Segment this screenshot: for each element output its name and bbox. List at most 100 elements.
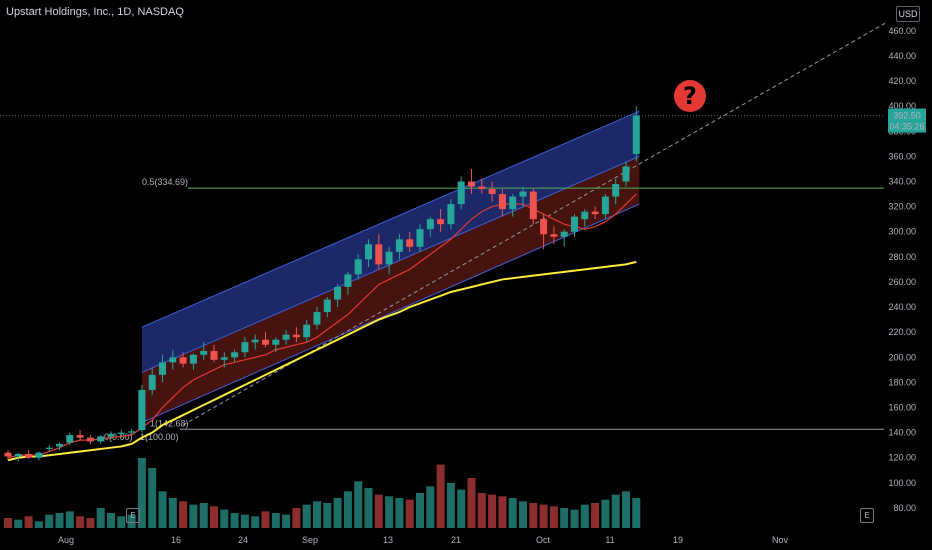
earnings-marker-button[interactable]: E	[860, 508, 874, 523]
candle-body	[406, 239, 414, 247]
candle-body	[581, 211, 589, 220]
x-tick-label: Aug	[58, 535, 74, 545]
candle-body	[107, 433, 115, 437]
volume-bar	[343, 491, 352, 528]
candle-body	[354, 259, 362, 275]
candle-body	[128, 431, 136, 433]
candle-body	[385, 251, 393, 265]
candle-body	[97, 436, 105, 442]
candle-body	[375, 244, 383, 265]
candle-body	[262, 339, 269, 345]
volume-bar	[405, 499, 414, 528]
volume-bar	[179, 501, 188, 528]
currency-button[interactable]: USD	[896, 6, 920, 22]
candle-body	[179, 357, 187, 364]
y-tick-label: 320.00	[888, 202, 916, 212]
x-tick-label: Nov	[772, 535, 789, 545]
x-tick-label: 11	[605, 535, 614, 545]
candle-body	[632, 115, 640, 154]
candle-body	[45, 447, 53, 449]
volume-bar	[107, 513, 115, 528]
y-tick-label: 300.00	[888, 227, 916, 237]
channel-lower-band	[141, 156, 640, 423]
volume-bar	[302, 504, 311, 528]
candle-body	[601, 196, 609, 215]
volume-bar	[292, 508, 301, 528]
candle-body	[14, 453, 22, 457]
volume-bar	[519, 501, 527, 528]
candle-body	[591, 211, 599, 215]
x-tick-label: 24	[238, 535, 248, 545]
x-tick-label: Sep	[302, 535, 318, 545]
volume-bar	[86, 518, 95, 528]
candle-body	[303, 324, 311, 338]
fib-one-label: 1(142.68)	[150, 418, 189, 428]
volume-bar	[426, 486, 435, 528]
y-tick-label: 280.00	[888, 252, 916, 262]
volume-bar	[498, 496, 507, 528]
candle-body	[571, 216, 578, 232]
volume-bar	[127, 514, 136, 528]
candle-body	[138, 389, 146, 431]
candle-body	[117, 432, 125, 434]
volume-bar	[251, 516, 260, 528]
volume-bar	[137, 458, 146, 528]
candle-body	[189, 354, 197, 364]
volume-bar	[354, 481, 363, 528]
candle-body	[426, 219, 434, 230]
y-tick-label: 420.00	[888, 76, 916, 86]
candle-body	[447, 204, 455, 225]
candle-body	[457, 181, 465, 205]
candle-body	[550, 234, 558, 237]
candle-body	[509, 196, 517, 210]
volume-bar	[261, 511, 270, 528]
volume-bar	[622, 491, 630, 528]
volume-bar	[65, 511, 74, 528]
candle-body	[365, 244, 372, 260]
candle-body	[529, 191, 537, 220]
candle-body	[35, 452, 43, 458]
volume-bar	[55, 513, 64, 528]
x-tick-label: Oct	[536, 535, 551, 545]
y-tick-label: 120.00	[888, 453, 916, 463]
y-tick-label: 440.00	[888, 51, 916, 61]
volume-bar	[560, 508, 569, 528]
earnings-marker-button[interactable]: E	[126, 508, 140, 523]
volume-bar	[24, 516, 33, 528]
candle-body	[220, 357, 228, 360]
candle-body	[159, 362, 166, 375]
help-icon[interactable]: ?	[674, 80, 706, 112]
candle-body	[334, 286, 342, 300]
candle-body	[210, 351, 218, 360]
fib-extra-label: 1(100.00)	[140, 432, 179, 442]
volume-bar	[199, 503, 208, 528]
x-tick-label: 19	[673, 535, 683, 545]
candle-body	[251, 339, 259, 343]
candle-body	[437, 219, 445, 225]
y-tick-label: 360.00	[888, 151, 916, 161]
volume-bar	[611, 494, 620, 528]
volume-bar	[14, 519, 23, 528]
volume-bar	[591, 503, 600, 528]
y-tick-label: 100.00	[888, 478, 916, 488]
candle-body	[468, 181, 475, 187]
candle-body	[148, 374, 156, 390]
y-tick-label: 220.00	[888, 327, 916, 337]
candle-body	[478, 186, 486, 190]
volume-bar	[230, 513, 239, 528]
y-tick-label: 340.00	[888, 177, 916, 187]
y-tick-label: 460.00	[888, 26, 916, 36]
volume-bar	[580, 504, 589, 528]
candle-body	[272, 339, 280, 345]
candle-body	[76, 435, 84, 438]
volume-bar	[539, 504, 548, 528]
y-tick-label: 160.00	[888, 403, 916, 413]
y-tick-label: 240.00	[888, 302, 916, 312]
candle-body	[395, 239, 403, 252]
volume-bar	[271, 513, 280, 528]
candle-body	[323, 299, 331, 313]
candle-body	[498, 194, 506, 210]
volume-bar	[210, 506, 218, 528]
chart-title: Upstart Holdings, Inc., 1D, NASDAQ	[6, 6, 184, 18]
